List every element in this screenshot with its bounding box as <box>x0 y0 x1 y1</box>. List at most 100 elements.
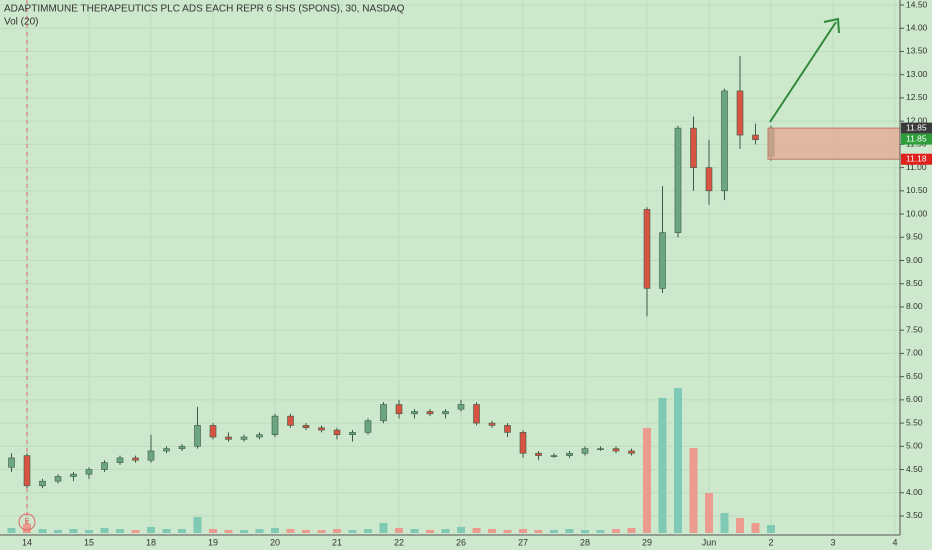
candle-body <box>612 448 620 452</box>
candle-body <box>581 448 589 454</box>
candle-body <box>23 455 31 487</box>
volume-bar <box>317 530 326 533</box>
candle-body <box>519 432 527 454</box>
y-tick-label: 6.00 <box>906 394 923 404</box>
candle-body <box>271 415 279 436</box>
price-label-box <box>901 153 932 165</box>
volume-bar <box>240 530 248 533</box>
candle-body <box>597 448 604 450</box>
chart-title: ADAPTIMMUNE THERAPEUTICS PLC ADS EACH RE… <box>4 4 405 15</box>
y-tick-label: 14.00 <box>906 22 928 32</box>
candle-body <box>54 476 62 482</box>
y-tick-label: 10.00 <box>906 208 928 218</box>
arrow-head <box>823 17 840 34</box>
candle-body <box>256 434 263 438</box>
candle-body <box>349 432 356 436</box>
volume-bar <box>488 529 496 533</box>
candle-body <box>566 452 573 456</box>
volume-bar <box>581 530 589 533</box>
volume-bar <box>178 529 186 533</box>
y-tick-label: 12.00 <box>906 115 928 125</box>
volume-bar <box>689 448 698 533</box>
volume-bar <box>131 530 140 533</box>
y-tick-label: 7.00 <box>906 348 923 358</box>
volume-bar <box>472 528 481 533</box>
volume-bar <box>54 530 62 533</box>
volume-bar <box>209 529 217 533</box>
volume-bar <box>193 517 202 533</box>
candle-body <box>333 429 341 436</box>
volume-bar <box>643 428 651 533</box>
volume-bar <box>364 529 372 533</box>
volume-bar <box>658 398 667 533</box>
drawings <box>767 127 901 160</box>
candle-body <box>70 473 77 477</box>
volume-bar <box>100 528 109 533</box>
event-circle <box>18 513 36 531</box>
grid <box>0 0 900 535</box>
price-label-box <box>901 133 932 145</box>
volume-bar <box>596 530 605 533</box>
candle-body <box>163 448 170 452</box>
y-tick-label: 8.00 <box>906 301 923 311</box>
x-tick-label: 27 <box>518 537 528 547</box>
x-tick-label: 4 <box>892 537 897 547</box>
y-tick-label: 11.00 <box>906 162 927 172</box>
y-tick-label: 4.00 <box>906 487 923 497</box>
x-tick-label: 28 <box>580 537 590 547</box>
candle-body <box>364 420 372 433</box>
candle-body <box>674 127 682 233</box>
volume-bar <box>395 528 403 533</box>
volume-bar <box>302 530 310 533</box>
y-tick-label: 3.50 <box>906 510 923 520</box>
event-label: E <box>24 517 29 526</box>
volume-bar <box>69 529 78 533</box>
volume-bar <box>85 530 93 533</box>
volume-bar <box>116 529 124 533</box>
y-tick-label: 12.50 <box>906 92 928 102</box>
price-label-box <box>901 122 932 134</box>
candle-body <box>628 450 635 454</box>
candle-body <box>457 404 465 410</box>
y-tick-label: 9.00 <box>906 255 923 265</box>
candle-body <box>504 425 511 433</box>
x-tick-label: 21 <box>332 537 342 547</box>
volume-bar <box>7 528 16 533</box>
volume-bar <box>550 530 558 533</box>
volume-bar <box>271 528 279 533</box>
candle-body <box>395 404 403 415</box>
volume-bar <box>333 529 341 533</box>
volume-pane <box>7 388 775 533</box>
volume-bar <box>379 523 388 533</box>
volume-bar <box>767 525 775 533</box>
y-tick-label: 13.50 <box>906 46 928 56</box>
volume-bar <box>255 529 264 533</box>
y-tick-label: 5.50 <box>906 417 923 427</box>
x-tick-label: Jun <box>702 537 717 547</box>
candle-body <box>690 127 697 168</box>
candle-body <box>318 427 325 431</box>
y-tick-label: 5.00 <box>906 441 923 451</box>
candle-body <box>643 209 651 289</box>
candle-body <box>85 469 93 475</box>
y-tick-label: 10.50 <box>906 185 928 195</box>
volume-bar <box>534 530 543 533</box>
volume-bar <box>736 518 744 533</box>
y-tick-label: 4.50 <box>906 464 923 474</box>
volume-bar <box>147 527 155 533</box>
candle-body <box>302 425 310 429</box>
arrow-line <box>769 21 837 123</box>
x-tick-label: 29 <box>642 537 652 547</box>
volume-bar <box>441 529 450 533</box>
candle-body <box>287 415 294 426</box>
candles <box>8 56 775 489</box>
x-tick-label: 19 <box>208 537 218 547</box>
volume-bar <box>751 523 760 533</box>
candle-body <box>178 446 186 449</box>
candle-body <box>752 134 759 141</box>
y-tick-label: 9.50 <box>906 232 923 242</box>
candle-body <box>721 90 728 192</box>
volume-bar <box>612 529 620 533</box>
volume-bar <box>457 527 465 533</box>
